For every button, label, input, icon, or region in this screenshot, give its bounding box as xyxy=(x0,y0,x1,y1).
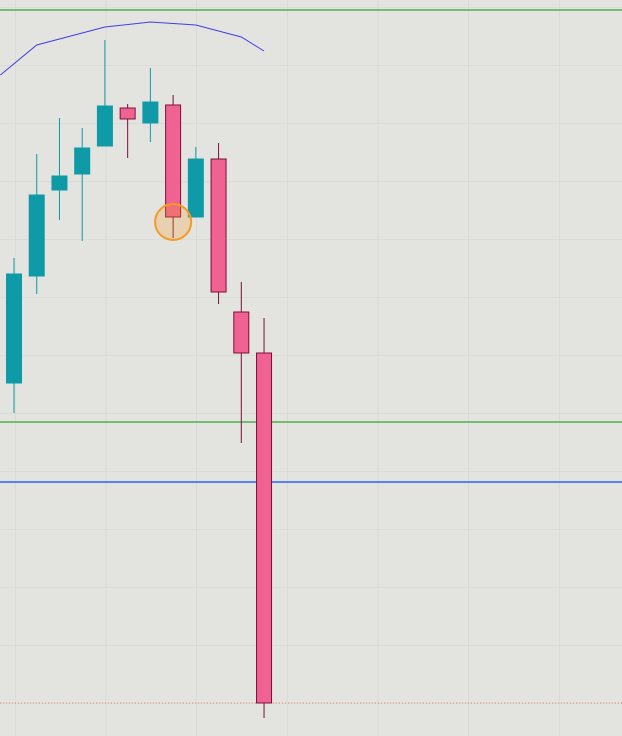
candle-body xyxy=(256,352,273,704)
candle-body xyxy=(28,194,45,277)
candle-body xyxy=(119,107,136,120)
candle-body xyxy=(6,273,22,384)
signal-marker xyxy=(154,203,193,241)
candle-body xyxy=(74,147,91,175)
candle-body xyxy=(96,105,113,147)
candle-body xyxy=(210,158,227,293)
candle-body xyxy=(142,101,159,124)
candle-body xyxy=(165,104,182,218)
candle-body xyxy=(51,175,68,191)
moving-average xyxy=(0,21,265,76)
candle-body xyxy=(233,311,250,354)
candle-body xyxy=(187,158,204,218)
